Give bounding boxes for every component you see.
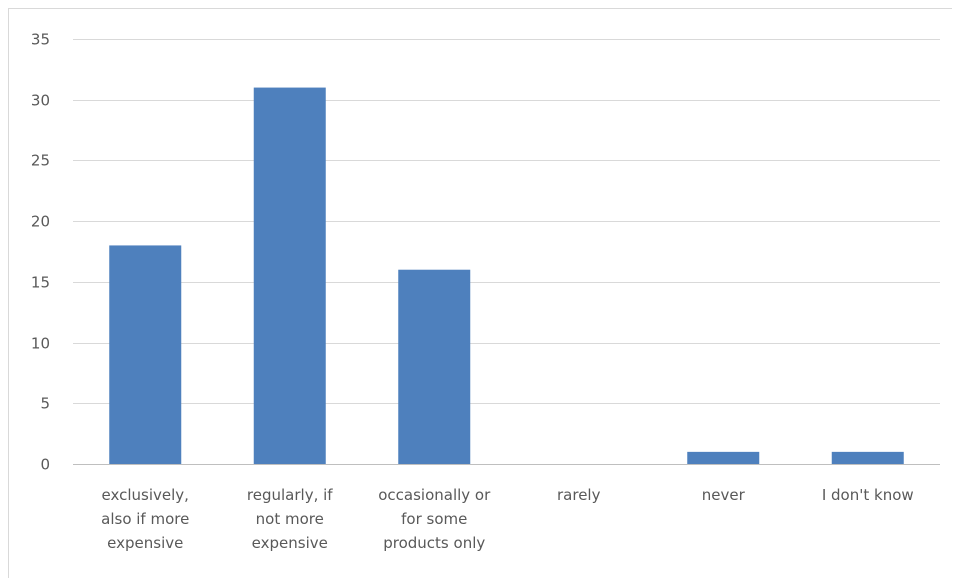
bar-1 [253,87,326,465]
y-axis-tick-labels: 0 5 10 15 20 25 30 35 [31,31,50,474]
x-axis-tick-labels: exclusively, also if more expensive regular… [101,486,914,552]
y-tick-label: 0 [40,456,50,474]
x-tick-label: occasionally or for some products only [378,486,491,552]
y-tick-label: 25 [31,152,50,170]
bar-4 [687,451,760,464]
y-tick-label: 10 [31,335,50,353]
y-tick-label: 15 [31,274,50,292]
x-tick-label: I don't know [822,486,914,504]
bar-0 [109,245,182,464]
x-tick-label: never [702,486,746,504]
x-tick-label: rarely [557,486,601,504]
y-tick-label: 35 [31,31,50,49]
x-tick-label: exclusively, also if more expensive [101,486,189,552]
bar-2 [398,269,471,464]
bar-5 [831,451,904,464]
x-tick-label: regularly, if not more expensive [247,486,333,552]
y-tick-label: 5 [40,395,50,413]
bars [109,87,904,465]
gridlines [73,39,940,404]
y-tick-label: 30 [31,92,50,110]
y-tick-label: 20 [31,213,50,231]
